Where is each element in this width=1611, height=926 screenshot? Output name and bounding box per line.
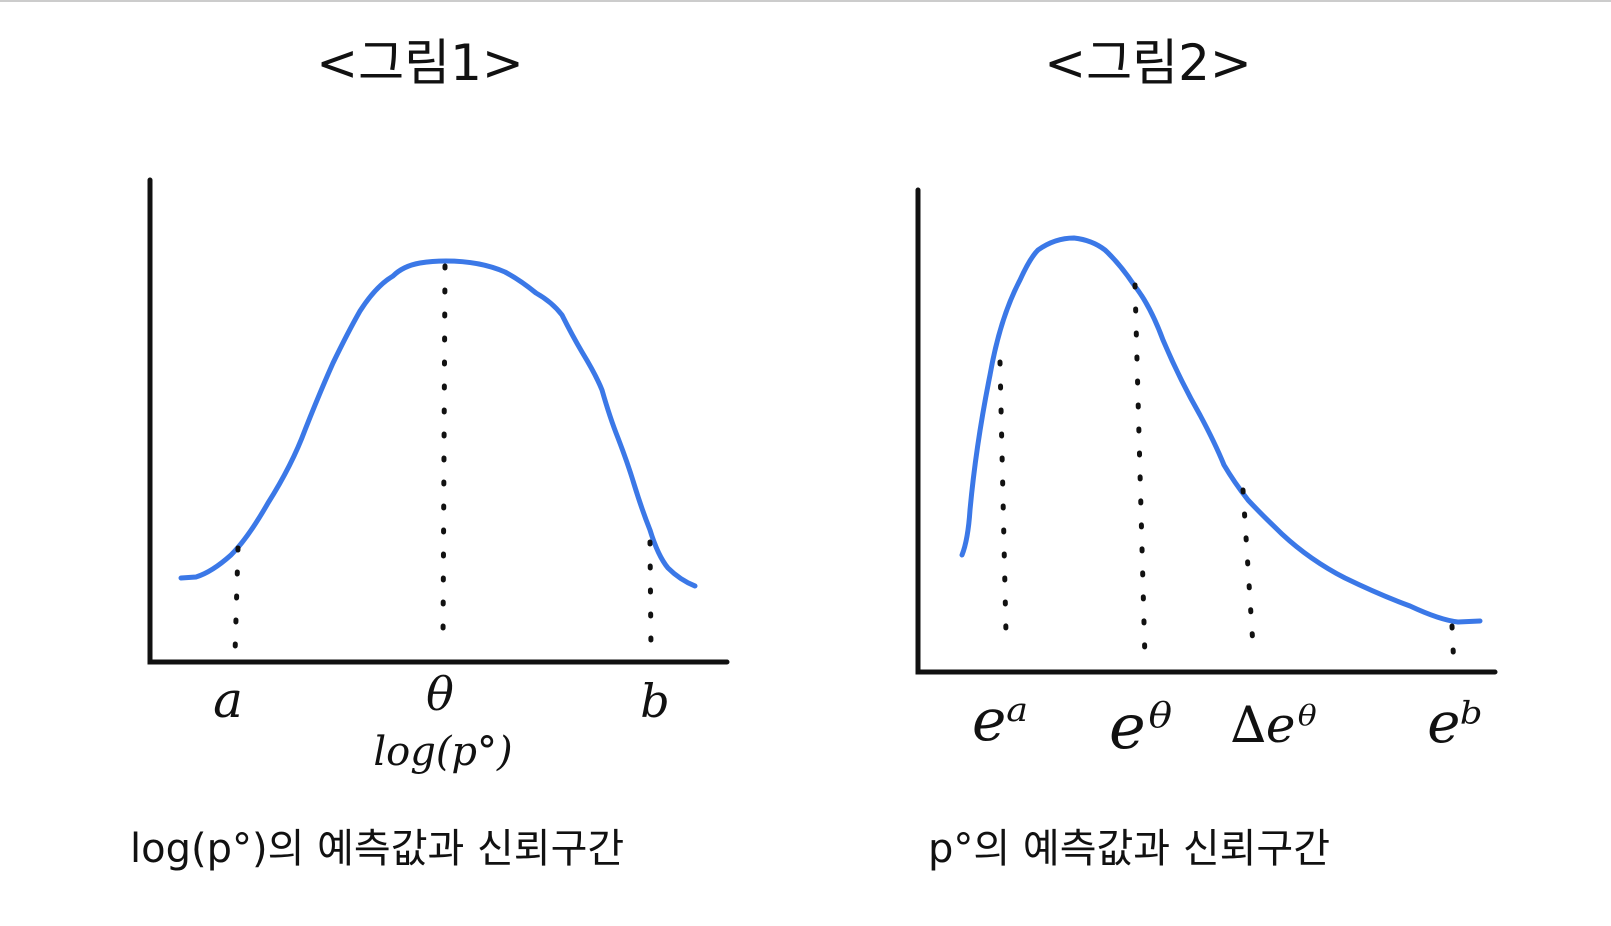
figure-2-guide-eb	[1449, 623, 1457, 671]
figure-2-axes	[915, 187, 1498, 675]
figure-2: <그림2> eᵃ eᶿ ∆eᶿ eᵇ p°의 예측값과 신뢰구간	[915, 34, 1498, 872]
figure-1-caption: log(p°)의 예측값과 신뢰구간	[130, 826, 624, 872]
figure-1-guide-theta	[440, 263, 448, 643]
figure-1-tick-a: a	[213, 671, 243, 729]
figure-1-axis-label: log(p°)	[373, 729, 512, 775]
figure-2-guide-deltaetheta	[1240, 487, 1256, 649]
figure-2-tick-deltaetheta: ∆eᶿ	[1231, 696, 1319, 754]
figure-2-tick-ea: eᵃ	[972, 686, 1028, 754]
figure-1-axes	[147, 177, 730, 665]
figure-1-density-curve	[178, 258, 698, 589]
figure-1: <그림1> a θ b log(p°) log(p°)의 예측값과 신뢰구간	[130, 34, 730, 872]
figure-2-guide-ea	[997, 359, 1009, 637]
figure-1-guide-a	[232, 545, 241, 657]
figure-2-density-curve	[959, 235, 1483, 625]
figure-1-title: <그림1>	[316, 34, 524, 92]
figure-2-caption: p°의 예측값과 신뢰구간	[928, 826, 1330, 872]
figure-2-title: <그림2>	[1044, 34, 1252, 92]
figure-1-tick-b: b	[640, 674, 669, 728]
figure-1-tick-theta: θ	[426, 667, 454, 721]
figure-2-tick-etheta: eᶿ	[1109, 690, 1175, 763]
figure-2-tick-eb: eᵇ	[1427, 691, 1483, 756]
figure-1-guide-b	[647, 539, 654, 653]
figure-2-guide-etheta	[1132, 282, 1148, 663]
